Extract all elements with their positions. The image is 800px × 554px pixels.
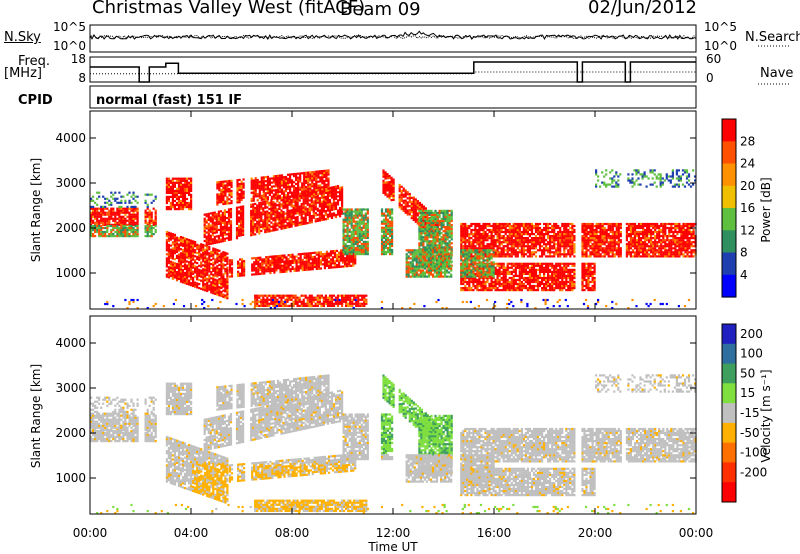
colorbar-swatch [722, 403, 736, 424]
colorbar-swatch [722, 119, 736, 142]
velocity-yticks: 1000 2000 3000 4000 [55, 336, 696, 485]
x-axis: 00:00 04:00 08:00 12:00 16:00 20:00 00:00 [73, 111, 714, 540]
colorbar-tick-label: 50 [740, 366, 755, 380]
colorbar-swatch [722, 462, 736, 483]
colorbar-tick-label: -200 [740, 465, 767, 479]
freq-panel: 18 8 60 0 [71, 52, 790, 85]
noise-left-tick-top: 10^5 [53, 20, 86, 34]
colorbar-swatch [722, 324, 736, 345]
colorbar-tick-label: 8 [740, 246, 748, 260]
velocity-ylabel: Slant Range [km] [29, 364, 43, 468]
y-tick-label: 2000 [55, 221, 86, 235]
power-colorbar-label: Power [dB] [759, 177, 773, 242]
colorbar-swatch [722, 252, 736, 276]
y-tick-label: 4000 [55, 131, 86, 145]
beam-label: Beam 09 [340, 0, 421, 20]
colorbar-tick-label: -100 [740, 446, 767, 460]
freq-right-tick-top: 60 [706, 52, 721, 66]
colorbar-tick-label: -15 [740, 406, 760, 420]
x-tick-label: 20:00 [578, 526, 613, 540]
colorbar-tick-label: 16 [740, 201, 755, 215]
power-yticks: 1000 2000 3000 4000 [55, 131, 696, 280]
x-tick-label: 00:00 [73, 526, 108, 540]
colorbar-swatch [722, 442, 736, 463]
y-tick-label: 3000 [55, 176, 86, 190]
y-tick-label: 1000 [55, 471, 86, 485]
colorbar-swatch [722, 141, 736, 165]
colorbar-swatch [722, 230, 736, 254]
power-colorbar: 4 8 12 16 20 24 28 [721, 118, 755, 298]
cpid-text: normal (fast) 151 IF [96, 93, 243, 108]
x-axis-label: Time UT [367, 540, 418, 554]
station-title: Christmas Valley West (fitACF) [92, 0, 366, 18]
nsearch-line [89, 34, 697, 40]
y-tick-label: 3000 [55, 381, 86, 395]
y-tick-label: 1000 [55, 266, 86, 280]
colorbar-swatch [722, 163, 736, 187]
freq-frame [89, 56, 697, 83]
x-tick-label: 04:00 [174, 526, 209, 540]
freq-left-tick-bottom: 8 [78, 71, 86, 85]
colorbar-frame [721, 118, 737, 298]
colorbar-tick-label: 20 [740, 179, 755, 193]
velocity-colorbar: 200 100 50 15 -15 -50 -100 -200 [721, 323, 767, 503]
x-tick-label: 00:00 [679, 526, 714, 540]
power-panel: 1000 2000 3000 4000 Slant Range [km] 4 8 12 16… [29, 110, 773, 310]
velocity-colorbar-label: Velocity [m s⁻¹] [759, 369, 773, 462]
colorbar-swatch [722, 383, 736, 404]
colorbar-tick-label: 4 [740, 268, 748, 282]
freq-left-tick-top: 18 [71, 52, 86, 66]
colorbar-tick-label: 28 [740, 134, 755, 148]
colorbar-tick-label: 15 [740, 386, 755, 400]
colorbar-swatch [722, 208, 736, 231]
colorbar-frame [721, 323, 737, 503]
colorbar-tick-label: 200 [740, 327, 763, 341]
noise-right-tick-bottom: 10^0 [704, 39, 737, 53]
freq-line [90, 61, 696, 83]
nave-line [90, 71, 696, 75]
velocity-panel: 1000 2000 3000 4000 Slant Range [km] 200 100… [29, 315, 773, 515]
y-tick-label: 4000 [55, 336, 86, 350]
x-tick-label: 08:00 [275, 526, 310, 540]
cpid-label: CPID [18, 93, 53, 108]
colorbar-swatch [722, 482, 736, 503]
noise-right-tick-top: 10^5 [704, 20, 737, 34]
colorbar-swatch [722, 422, 736, 444]
cpid-frame [89, 85, 697, 109]
colorbar-swatch [722, 343, 736, 365]
colorbar-tick-label: -50 [740, 426, 760, 440]
colorbar-swatch [722, 274, 736, 298]
nave-label: Nave [760, 66, 794, 81]
freq-label: Freq. [18, 54, 50, 69]
noise-frame [89, 24, 697, 53]
colorbar-tick-label: 12 [740, 223, 755, 237]
nsearch-label: N.Search [745, 30, 800, 45]
power-cells [90, 169, 697, 310]
noise-left-tick-bottom: 10^0 [53, 39, 86, 53]
noise-panel: 10^5 10^0 10^5 10^0 [53, 20, 790, 53]
colorbar-swatch [722, 363, 736, 384]
x-tick-label: 16:00 [477, 526, 512, 540]
freq-right-tick-bottom: 0 [706, 71, 714, 85]
x-tick-label: 12:00 [376, 526, 411, 540]
date-label: 02/Jun/2012 [588, 0, 697, 18]
velocity-cells [90, 374, 697, 515]
colorbar-tick-label: 24 [740, 157, 755, 171]
y-tick-label: 2000 [55, 426, 86, 440]
colorbar-swatch [722, 185, 736, 209]
mhz-label: [MHz] [4, 66, 42, 81]
power-ylabel: Slant Range [km] [29, 158, 43, 262]
nsky-label: N.Sky [4, 30, 41, 45]
colorbar-tick-label: 100 [740, 347, 763, 361]
